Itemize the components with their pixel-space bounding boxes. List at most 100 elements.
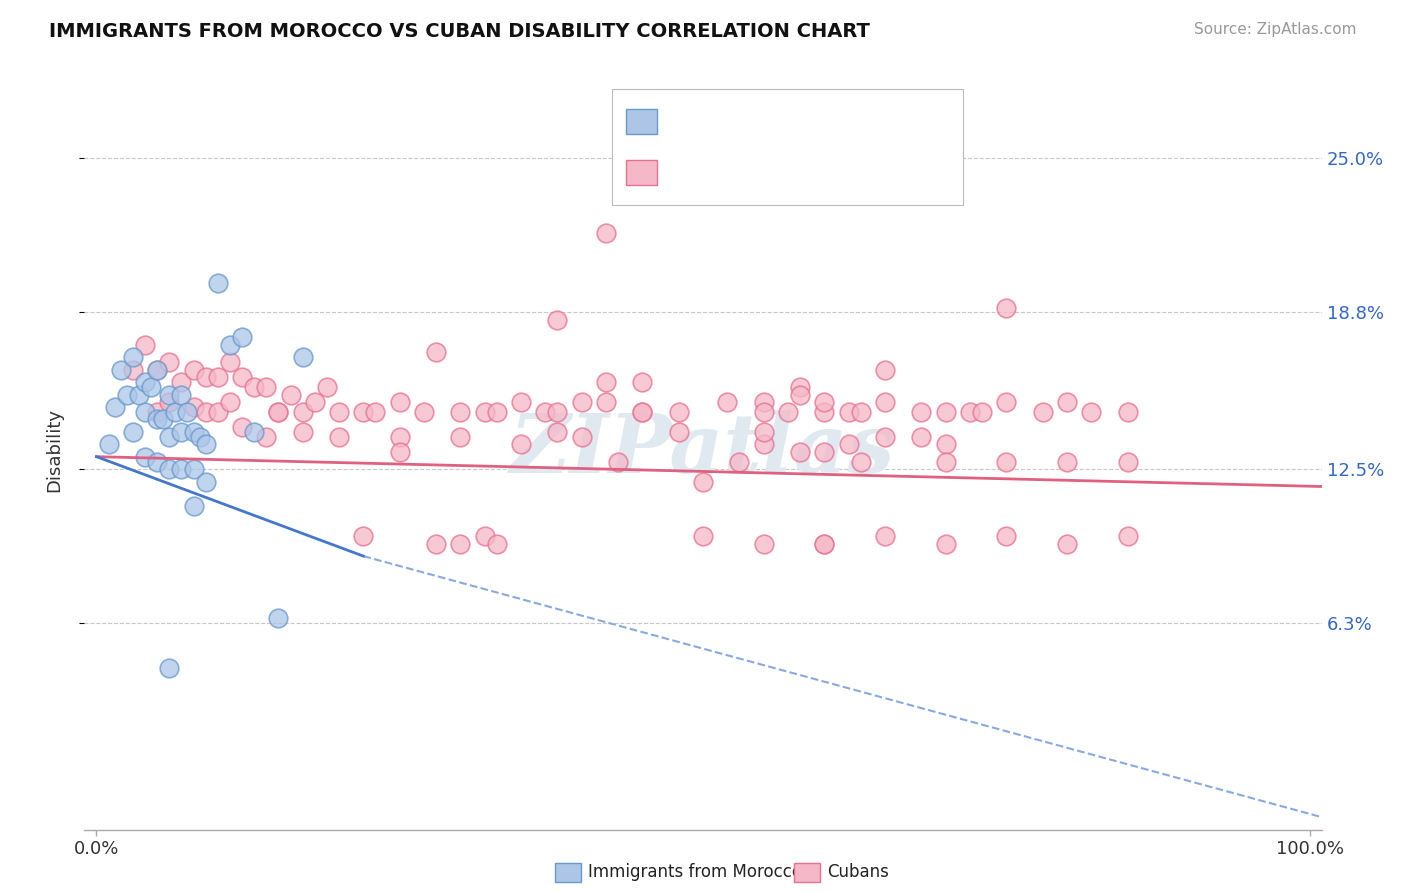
Point [935, 405, 957, 419]
Point [1116, 529, 1139, 543]
Point [776, 405, 799, 419]
Point [146, 405, 169, 419]
Point [1080, 405, 1102, 419]
Point [631, 375, 654, 389]
Point [425, 537, 447, 551]
Point [752, 405, 775, 419]
Point [352, 405, 374, 419]
Point [873, 395, 896, 409]
Text: Cubans: Cubans [827, 863, 889, 881]
Point [935, 455, 957, 469]
Point [157, 387, 180, 401]
Text: -0.160: -0.160 [707, 112, 772, 130]
Point [1032, 405, 1054, 419]
Point [170, 375, 193, 389]
Point [449, 405, 471, 419]
Point [849, 405, 872, 419]
Point [183, 362, 205, 376]
Point [104, 400, 127, 414]
Y-axis label: Disability: Disability [45, 409, 63, 492]
Point [122, 350, 145, 364]
Point [316, 380, 339, 394]
Point [595, 375, 617, 389]
Point [571, 395, 593, 409]
Point [692, 475, 714, 489]
Point [607, 455, 630, 469]
Point [267, 405, 290, 419]
Point [413, 405, 436, 419]
Point [595, 226, 617, 240]
Text: IMMIGRANTS FROM MOROCCO VS CUBAN DISABILITY CORRELATION CHART: IMMIGRANTS FROM MOROCCO VS CUBAN DISABIL… [49, 22, 870, 41]
Point [873, 529, 896, 543]
Text: N =: N = [780, 112, 820, 130]
Point [243, 425, 266, 439]
Point [935, 537, 957, 551]
Point [110, 362, 132, 376]
Point [1056, 395, 1078, 409]
Point [716, 395, 738, 409]
Point [146, 455, 169, 469]
Text: Source: ZipAtlas.com: Source: ZipAtlas.com [1194, 22, 1357, 37]
Point [328, 430, 350, 444]
Point [157, 462, 180, 476]
Point [176, 405, 198, 419]
Point [134, 450, 156, 464]
Point [183, 500, 205, 514]
Text: Immigrants from Morocco: Immigrants from Morocco [588, 863, 801, 881]
Point [752, 537, 775, 551]
Point [146, 362, 169, 376]
Point [134, 338, 156, 352]
Point [183, 400, 205, 414]
Point [546, 425, 568, 439]
Point [170, 425, 193, 439]
Point [668, 425, 690, 439]
Point [474, 529, 496, 543]
Point [157, 430, 180, 444]
Point [546, 313, 568, 327]
Point [838, 405, 860, 419]
Point [995, 529, 1018, 543]
Point [485, 537, 508, 551]
Point [595, 395, 617, 409]
Point [728, 455, 751, 469]
Point [813, 395, 835, 409]
Point [789, 387, 811, 401]
Point [170, 462, 193, 476]
Point [165, 405, 187, 419]
Point [243, 380, 266, 394]
Point [485, 405, 508, 419]
Point [291, 425, 314, 439]
Point [219, 395, 242, 409]
Point [291, 405, 314, 419]
Point [207, 370, 229, 384]
Point [631, 405, 654, 419]
Point [571, 430, 593, 444]
Point [280, 387, 302, 401]
Point [692, 529, 714, 543]
Point [813, 405, 835, 419]
Text: -0.056: -0.056 [707, 164, 772, 182]
Point [115, 387, 138, 401]
Point [304, 395, 326, 409]
Point [152, 412, 174, 426]
Point [546, 405, 568, 419]
Point [388, 395, 411, 409]
Point [267, 611, 290, 625]
Point [873, 362, 896, 376]
Point [813, 537, 835, 551]
Point [122, 425, 145, 439]
Point [146, 362, 169, 376]
Point [910, 405, 932, 419]
Point [231, 370, 253, 384]
Point [510, 395, 533, 409]
Point [207, 405, 229, 419]
Point [388, 430, 411, 444]
Point [122, 362, 145, 376]
Point [139, 380, 162, 394]
Point [873, 430, 896, 444]
Point [157, 355, 180, 369]
Point [291, 350, 314, 364]
Point [474, 405, 496, 419]
Point [194, 437, 217, 451]
Point [146, 412, 169, 426]
